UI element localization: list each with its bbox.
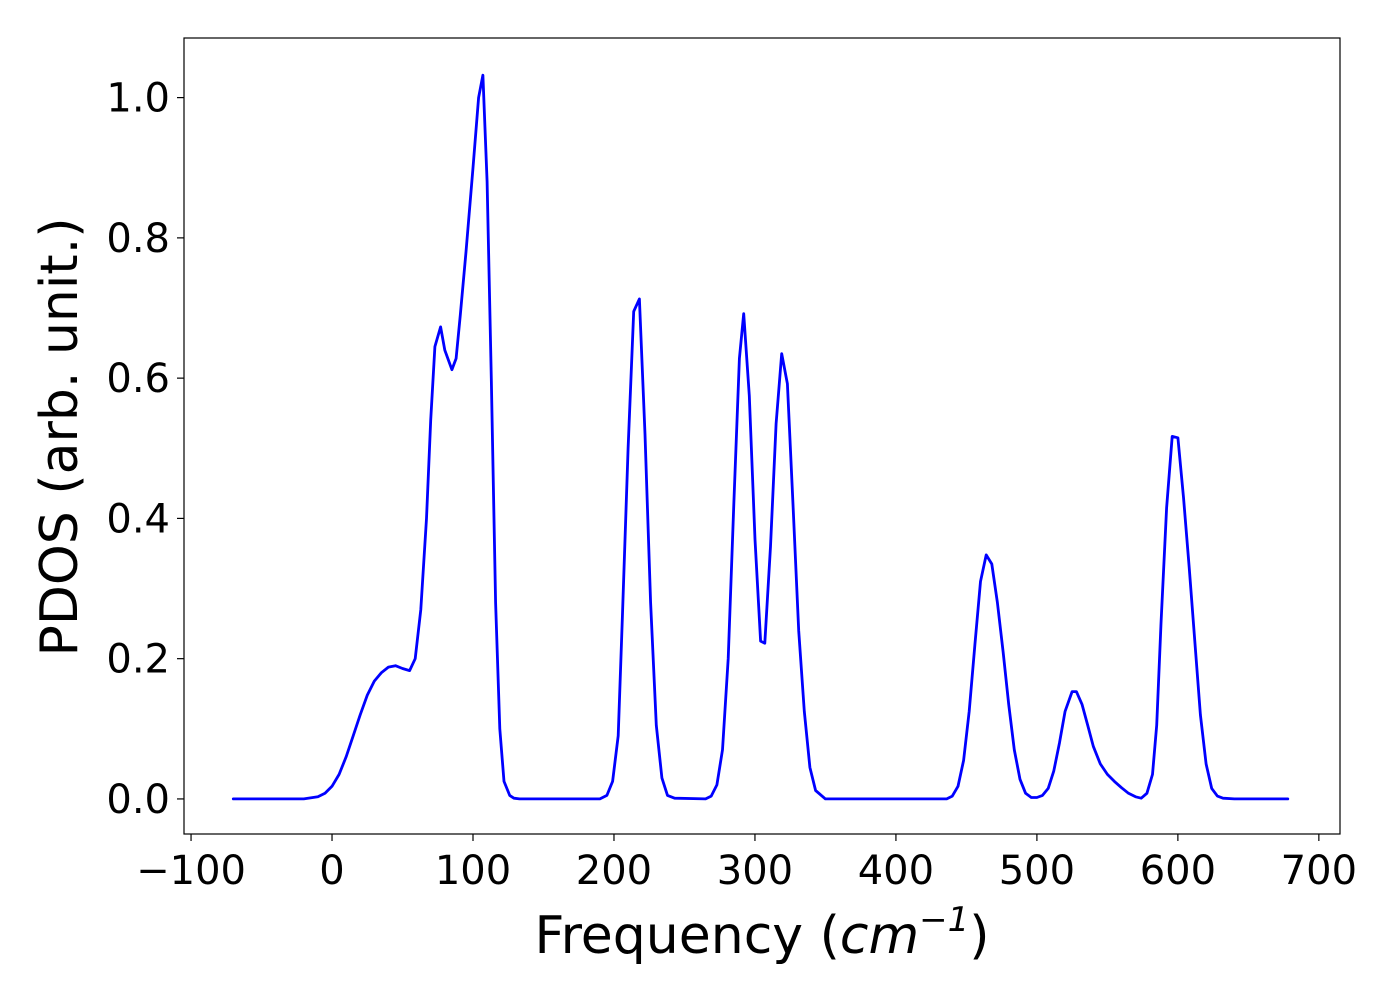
y-axis-label: PDOS (arb. unit.) (30, 217, 90, 656)
pdos-series-line (231, 73, 1290, 801)
x-tick-label: 600 (1140, 848, 1216, 894)
x-tick-label: 0 (319, 848, 344, 894)
x-tick-label: 200 (576, 848, 652, 894)
y-tick-label: 1.0 (106, 76, 170, 122)
x-tick-label: 400 (858, 848, 934, 894)
x-axis-label-text: Frequency ( (534, 906, 839, 966)
y-tick-label: 0.2 (106, 637, 170, 683)
x-tick-label: 700 (1281, 848, 1357, 894)
x-tick-label: −100 (136, 848, 246, 894)
x-tick-label: 500 (999, 848, 1075, 894)
y-tick-label: 0.0 (106, 777, 170, 823)
y-tick-label: 0.4 (106, 496, 170, 542)
x-axis-label-close: ) (969, 906, 989, 966)
x-axis-ticks: −100 0 100 200 300 400 500 600 700 (136, 834, 1357, 894)
x-tick-label: 300 (717, 848, 793, 894)
plot-frame (183, 37, 1341, 835)
series-layer (231, 73, 1290, 801)
x-tick-label: 100 (435, 848, 511, 894)
x-axis-label-math: cm (840, 906, 919, 966)
y-tick-label: 0.6 (106, 356, 170, 402)
y-tick-label: 0.8 (106, 216, 170, 262)
x-axis-label: Frequency (cm−1) (534, 900, 989, 966)
x-axis-label-exponent: −1 (919, 900, 969, 940)
y-axis-ticks: 0.0 0.2 0.4 0.6 0.8 1.0 (106, 76, 184, 823)
